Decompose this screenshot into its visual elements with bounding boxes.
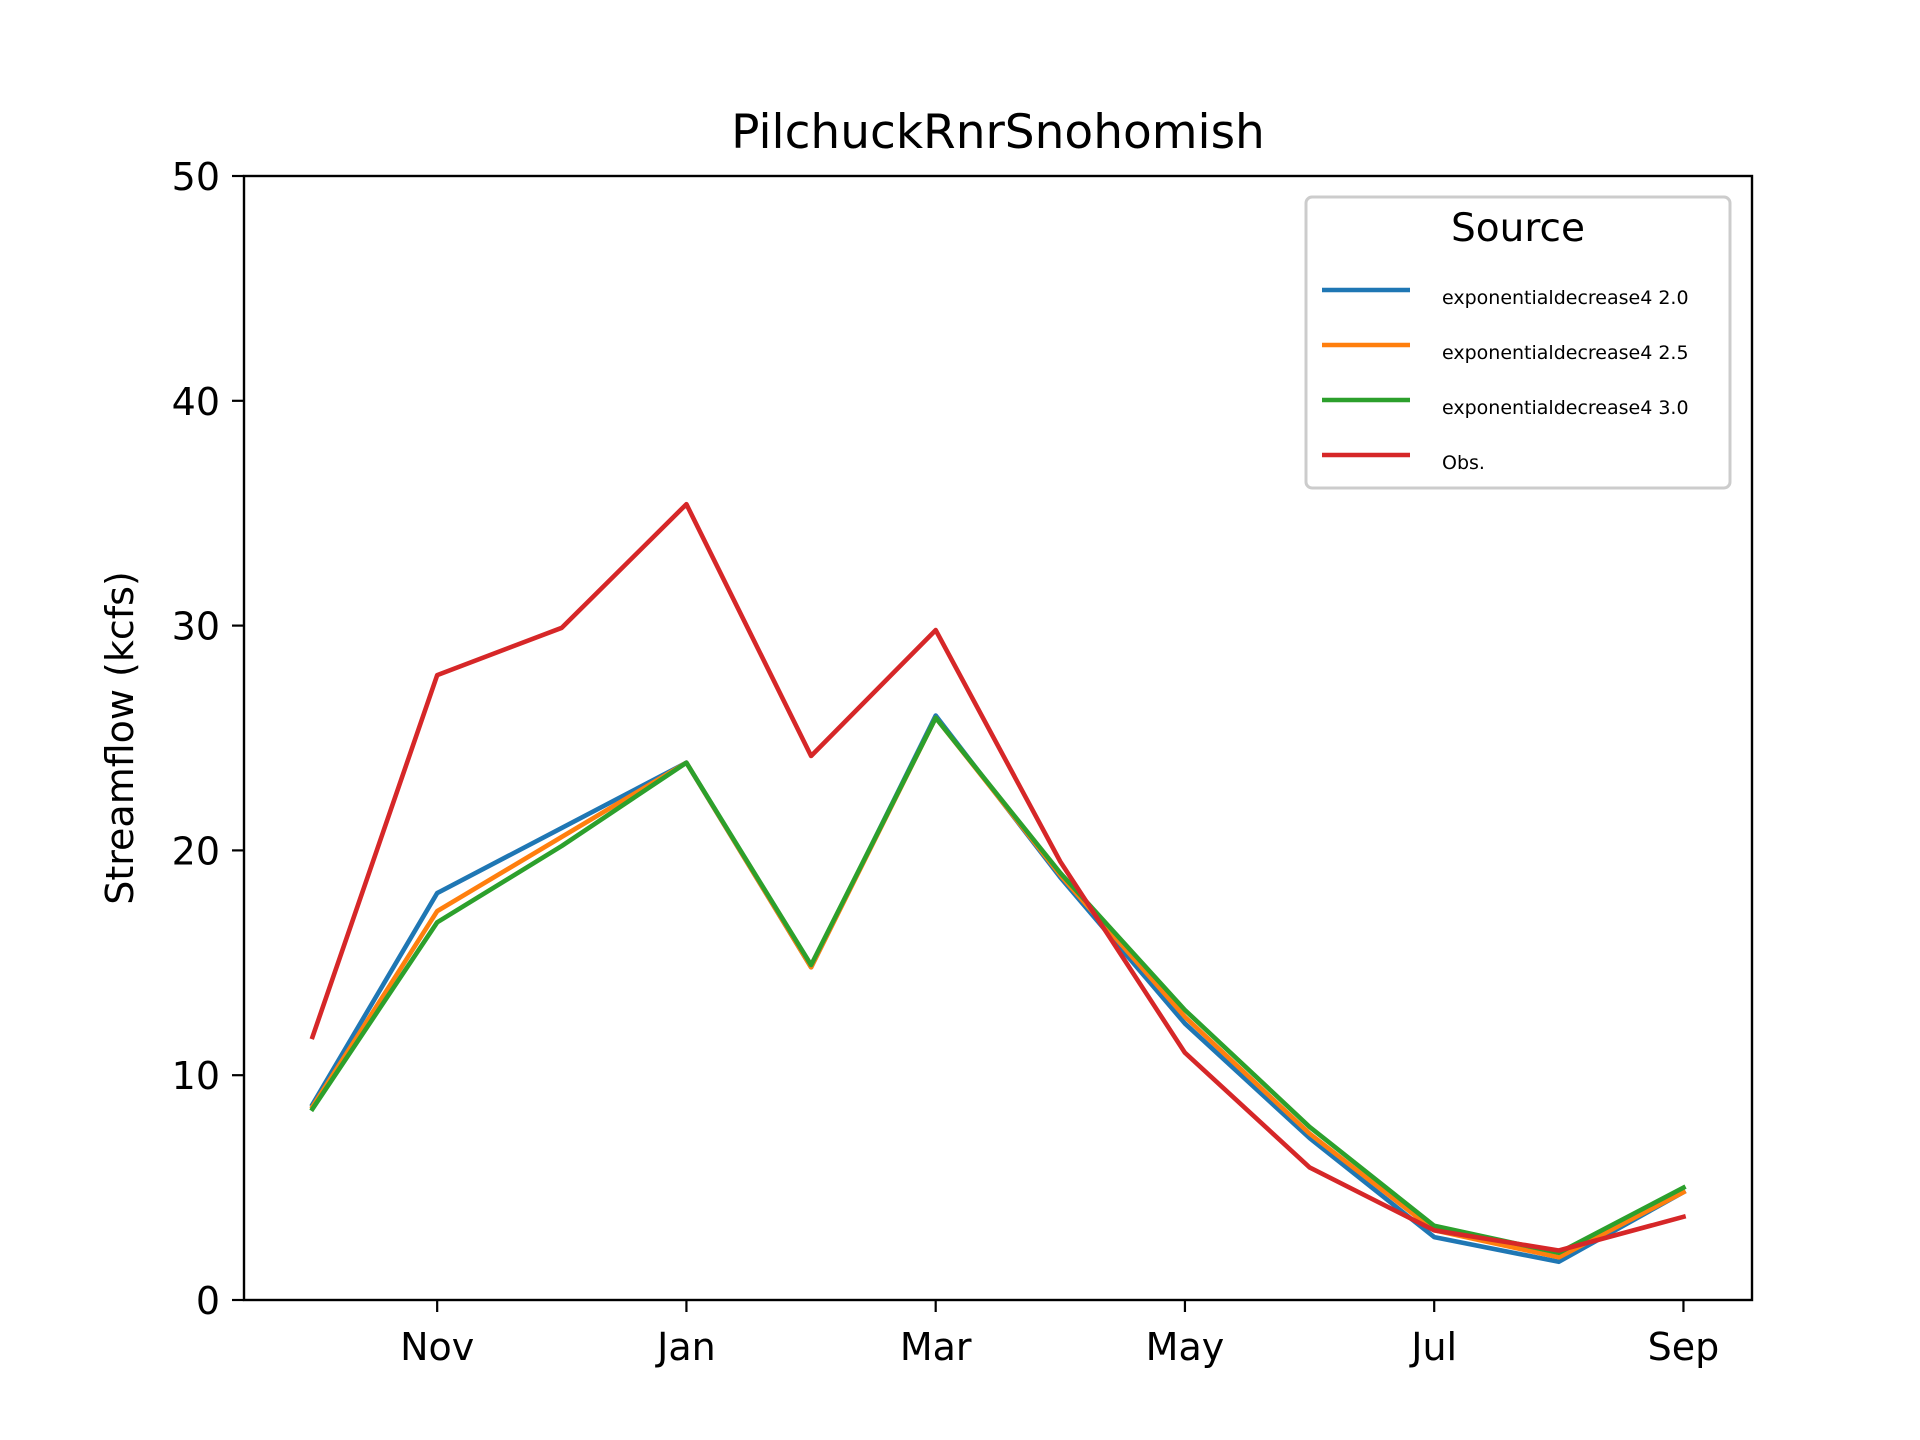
series-line-3 [309,501,1687,1253]
y-tick-label: 30 [172,605,220,649]
legend-box [1304,195,1732,490]
legend-entries: exponentialdecrease4 2.0 exponentialdecre… [1322,287,1689,474]
y-tick-label: 10 [172,1054,220,1098]
legend-label-2: exponentialdecrease4 3.0 [1442,397,1689,419]
legend-label-0: exponentialdecrease4 2.0 [1442,287,1689,309]
y-tick-label: 50 [172,155,220,199]
series-lines [309,501,1687,1265]
x-tick-label: Jan [655,1325,716,1369]
x-tick-label: May [1146,1325,1225,1369]
y-tick-label: 40 [172,380,220,424]
y-axis: 0 10 20 30 40 50 [172,155,244,1323]
x-axis: Nov Jan Mar May Jul Sep [400,1300,1719,1369]
legend-title: Source [1451,206,1585,251]
legend-label-3: Obs. [1442,452,1485,474]
legend-label-1: exponentialdecrease4 2.5 [1442,342,1689,364]
chart-title: PilchuckRnrSnohomish [731,105,1265,160]
plot-frame [242,174,1754,1302]
x-tick-label: Sep [1648,1325,1720,1369]
plot-area [242,174,1754,1302]
legend: Source exponentialdecrease4 2.0exponenti… [1304,195,1732,490]
x-tick-label: Nov [400,1325,474,1369]
series-line-2 [309,715,1687,1256]
y-axis-label: Streamflow (kcfs) [98,571,142,905]
y-tick-label: 0 [196,1279,220,1323]
x-tick-label: Jul [1409,1325,1457,1369]
y-tick-label: 20 [172,829,220,873]
x-tick-label: Mar [900,1325,972,1369]
